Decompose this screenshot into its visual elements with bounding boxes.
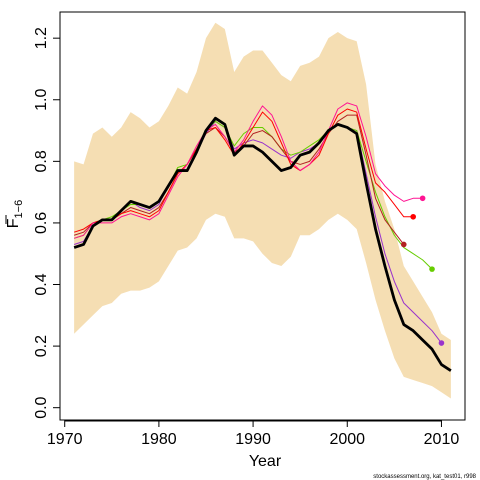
series-end-point-4 [410,213,417,220]
series-end-point-5 [419,195,426,202]
footer-credit: stockassessment.org, kat_test01, r998 [373,474,476,480]
y-tick-label: 0.4 [33,273,50,295]
y-tick-label: 0.0 [33,396,50,418]
series-end-point-2 [429,266,435,272]
x-tick-label: 2010 [424,431,460,448]
series-line-4 [73,108,414,233]
y-tick-label: 0.6 [33,212,50,234]
series-line-5 [73,102,423,239]
x-tick-label: 1990 [235,431,271,448]
x-tick-label: 1980 [141,431,177,448]
y-axis-title: F1−6 [5,200,25,228]
series-layer [73,102,452,372]
y-tick-label: 1.0 [33,89,50,111]
y-tick-label: 1.2 [33,27,50,49]
series-end-point-3 [400,241,407,248]
y-axis-title-group: F1−6 [5,200,25,228]
y-axis-title-main: F [5,218,22,228]
x-axis-title: Year [249,453,282,470]
y-axis-title-subscript: 1−6 [13,200,25,219]
x-tick-label: 2000 [329,431,365,448]
end-marker-layer [400,195,445,346]
x-tick-label: 1970 [47,431,83,448]
y-tick-label: 0.2 [33,335,50,357]
y-axis: 0.0 0.2 0.4 0.6 0.8 1.0 1.2 [33,27,60,419]
y-tick-label: 0.8 [33,150,50,172]
x-axis: 1970 1980 1990 2000 2010 [47,420,459,448]
plot-frame [59,11,466,421]
series-line-0 [73,116,452,372]
series-end-point-1 [438,340,445,346]
